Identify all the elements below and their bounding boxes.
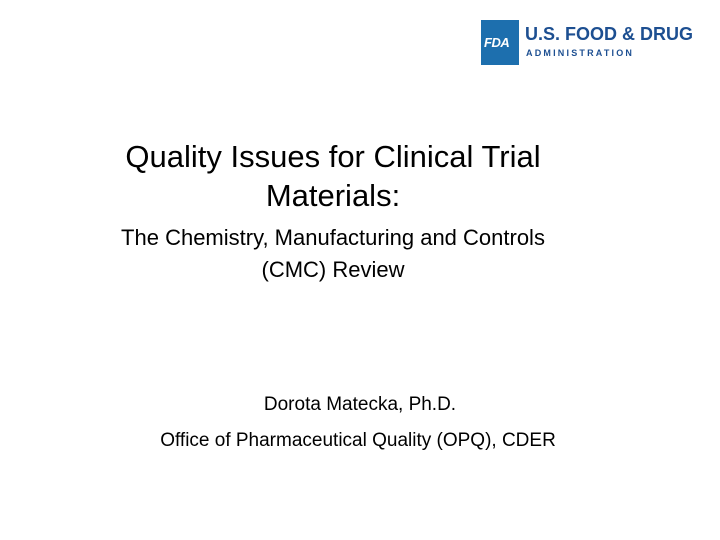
logo-mark-text: FDA	[484, 35, 510, 50]
logo-mark: FDA	[481, 20, 519, 65]
logo-subname: ADMINISTRATION	[526, 48, 635, 58]
title-line: Quality Issues for Clinical Trial	[125, 139, 541, 174]
title-line: Materials:	[265, 178, 401, 213]
logo-name: U.S. FOOD & DRUG	[525, 24, 694, 44]
subtitle-line: The Chemistry, Manufacturing and Control…	[121, 225, 545, 250]
subtitle-line: (CMC) Review	[261, 257, 405, 282]
affiliation: Office of Pharmaceutical Quality (OPQ), …	[160, 430, 556, 451]
author: Dorota Matecka, Ph.D.	[263, 394, 457, 415]
